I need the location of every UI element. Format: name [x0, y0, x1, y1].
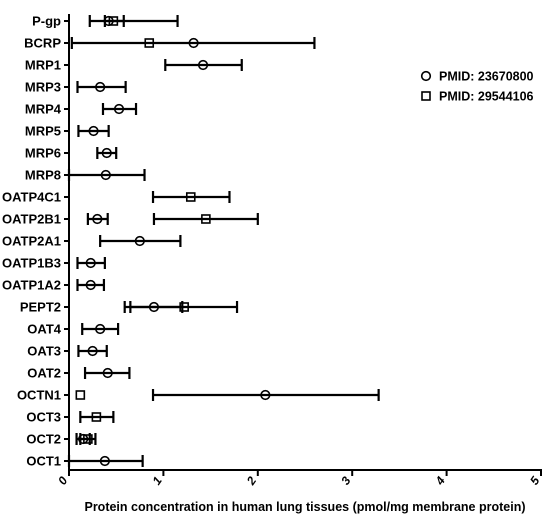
y-tick-label: MRP3 [25, 80, 61, 95]
y-tick-label: MRP1 [25, 58, 61, 73]
y-tick-label: OCTN1 [17, 388, 61, 403]
circle-marker [197, 59, 209, 71]
circle-marker [85, 279, 96, 291]
circle-marker [88, 125, 99, 137]
square-marker [108, 16, 119, 26]
legend-label: PMID: 29544106 [439, 90, 534, 104]
y-tick-label: P-gp [32, 14, 61, 29]
legend-label: PMID: 23670800 [439, 70, 534, 84]
y-tick-label: BCRP [24, 36, 61, 51]
square-marker [185, 192, 196, 202]
square-marker [144, 38, 155, 48]
circle-marker [102, 367, 113, 379]
x-axis-label: Protein concentration in human lung tiss… [84, 500, 525, 514]
circle-marker [99, 455, 110, 467]
circle-marker [87, 345, 98, 357]
square-marker [201, 214, 211, 224]
y-tick-label: OAT3 [27, 344, 61, 359]
y-tick-label: MRP5 [25, 124, 61, 139]
circle-marker [92, 213, 103, 225]
circle-marker [100, 169, 111, 181]
y-tick-label: MRP6 [25, 146, 61, 161]
legend: PMID: 23670800 PMID: 29544106 [420, 70, 534, 104]
y-tick-label: OATP1B3 [2, 256, 61, 271]
y-axis-labels: P-gp BCRP MRP1 MRP3 MRP4 MRP5 MRP6 MRP8 OATP4C1 O… [2, 14, 62, 469]
circle-marker [134, 235, 145, 247]
y-tick-label: OATP4C1 [2, 190, 61, 205]
square-marker [91, 412, 102, 422]
legend-circle-marker [420, 70, 432, 82]
square-marker [179, 302, 189, 312]
circle-marker [95, 81, 106, 93]
circle-marker [101, 147, 112, 159]
y-tick-label: OATP2A1 [2, 234, 61, 249]
circle-marker [260, 389, 271, 401]
legend-square-marker [421, 91, 431, 101]
circle-marker [95, 323, 106, 335]
y-tick-label: MRP8 [25, 168, 61, 183]
y-tick-label: OCT1 [26, 454, 61, 469]
square-marker [75, 390, 86, 400]
circle-marker [188, 37, 199, 49]
y-tick-label: PEPT2 [20, 300, 61, 315]
square-marker [83, 434, 93, 444]
y-axis [64, 14, 70, 470]
y-tick-label: OAT4 [27, 322, 61, 337]
y-tick-label: OATP2B1 [2, 212, 61, 227]
y-tick-label: OCT3 [26, 410, 61, 425]
y-tick-label: OCT2 [26, 432, 61, 447]
circle-marker [85, 257, 96, 269]
circle-marker [113, 103, 125, 115]
plot-area [67, 15, 380, 467]
y-tick-label: MRP4 [25, 102, 62, 117]
y-tick-label: OATP1A2 [2, 278, 61, 293]
y-tick-label: OAT2 [27, 366, 61, 381]
